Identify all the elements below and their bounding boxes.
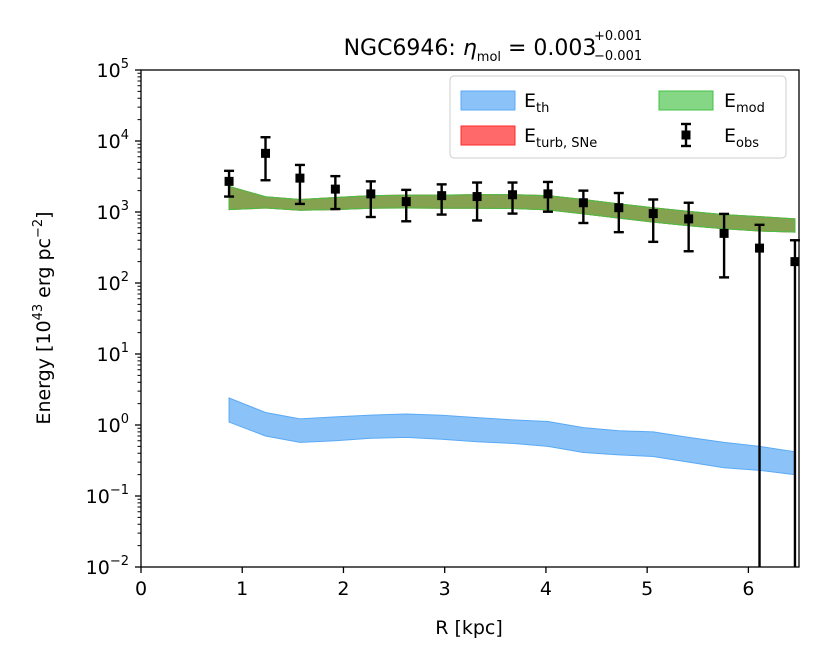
data-point-eobs — [294, 163, 305, 206]
x-tick-label: 1 — [236, 578, 248, 600]
errorbars-layer — [224, 136, 800, 567]
title-error-plus: +0.001 — [594, 29, 642, 44]
x-axis: 0 1 2 3 4 5 6 — [135, 567, 754, 600]
data-marker — [472, 192, 482, 202]
data-point-eobs — [507, 181, 518, 215]
y-tick-label: 10−2 — [86, 554, 129, 579]
data-point-eobs — [719, 212, 730, 279]
data-point-eobs — [683, 201, 694, 253]
x-tick-label: 2 — [337, 578, 349, 600]
data-marker — [366, 189, 376, 199]
data-marker — [330, 184, 340, 194]
data-marker — [578, 198, 588, 208]
data-marker — [261, 148, 271, 158]
legend-label-eth: Eth — [524, 90, 549, 116]
data-point-eobs — [472, 181, 483, 222]
data-point-eobs — [260, 136, 271, 182]
data-marker — [719, 228, 729, 238]
y-tick-label: 101 — [97, 341, 129, 366]
y-tick-label: 104 — [97, 128, 129, 153]
y-tick-label: 102 — [97, 270, 129, 295]
x-tick-label: 0 — [135, 578, 147, 600]
data-point-eobs — [365, 180, 376, 219]
data-marker — [648, 209, 658, 219]
data-point-eobs — [436, 183, 447, 216]
y-tick-label: 100 — [97, 412, 129, 437]
data-point-eobs — [648, 198, 659, 244]
data-point-eobs — [401, 188, 412, 223]
x-axis-label: R [kpc] — [435, 617, 503, 639]
data-marker — [401, 197, 411, 207]
y-tick-label: 10−1 — [86, 483, 129, 508]
data-marker — [684, 214, 694, 224]
y-tick-label: 105 — [97, 57, 129, 82]
x-tick-label: 6 — [742, 578, 754, 600]
data-marker — [437, 191, 447, 201]
y-axis: 10−2 10−1 100 101 102 103 104 105 — [86, 57, 141, 579]
data-marker — [508, 190, 518, 200]
y-axis-label: Energy [1043 erg pc−2] — [31, 211, 55, 424]
legend: Eth Emod Eturb, SNe Eobs — [449, 75, 787, 159]
legend-label-eobs: Eobs — [724, 125, 759, 151]
data-point-eobs — [578, 189, 589, 225]
data-point-eobs — [330, 174, 341, 211]
data-marker — [224, 176, 234, 186]
data-point-eobs — [613, 191, 624, 234]
x-tick-label: 3 — [439, 578, 451, 600]
legend-label-eturb: Eturb, SNe — [524, 125, 597, 151]
data-point-eobs — [754, 223, 765, 567]
legend-marker-eobs — [681, 122, 691, 148]
data-marker — [543, 189, 553, 199]
data-point-eobs — [789, 239, 800, 567]
legend-swatch-eth — [460, 90, 516, 111]
data-marker — [295, 173, 305, 183]
data-marker — [755, 243, 765, 253]
x-tick-label: 5 — [641, 578, 653, 600]
data-point-eobs — [542, 180, 553, 213]
data-point-eobs — [224, 169, 235, 198]
data-marker — [614, 203, 624, 213]
legend-swatch-emod — [658, 90, 714, 111]
plot-frame — [140, 69, 800, 568]
x-tick-label: 4 — [540, 578, 552, 600]
legend-label-emod: Emod — [724, 90, 765, 116]
data-marker — [790, 257, 800, 267]
chart-title: NGC6946: ηmol = 0.003 — [344, 36, 597, 65]
legend-swatch-eturb — [460, 125, 516, 146]
title-error-minus: −0.001 — [594, 49, 642, 64]
y-tick-label: 103 — [97, 199, 129, 224]
